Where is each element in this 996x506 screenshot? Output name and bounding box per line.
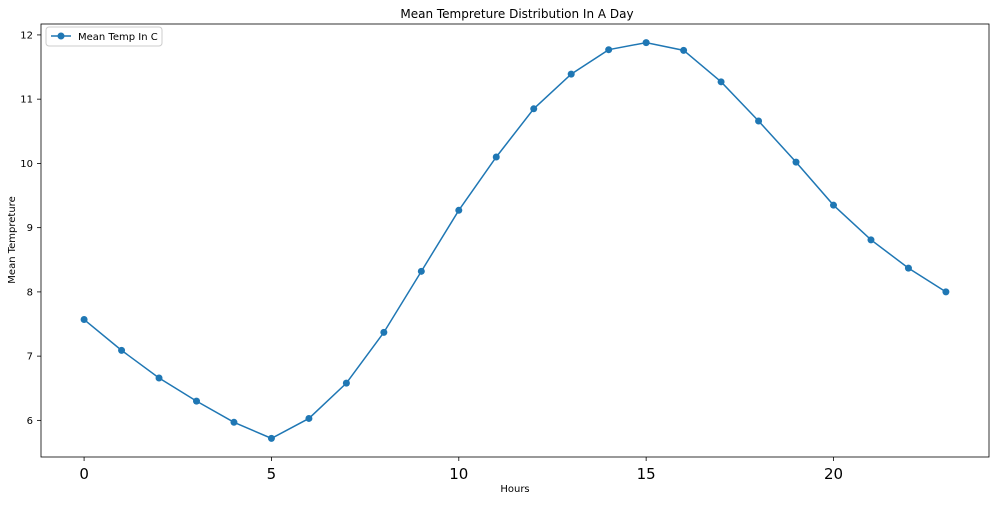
legend-label: Mean Temp In C xyxy=(78,32,158,43)
x-axis: 0 5 10 15 20 xyxy=(79,457,843,483)
x-axis-label: Hours xyxy=(500,484,529,495)
chart-title: Mean Tempreture Distribution In A Day xyxy=(400,7,633,21)
data-point xyxy=(455,206,463,214)
data-point xyxy=(605,46,613,54)
data-point xyxy=(680,46,688,54)
data-point xyxy=(904,264,912,272)
y-tick-label: 9 xyxy=(27,223,33,234)
data-point xyxy=(380,328,388,336)
legend-box xyxy=(45,26,163,47)
data-point xyxy=(530,105,538,113)
x-tick-label: 10 xyxy=(449,465,468,483)
data-point xyxy=(305,414,313,422)
legend-marker-sample xyxy=(57,32,65,40)
data-point xyxy=(342,379,350,387)
data-point xyxy=(717,78,725,86)
data-point xyxy=(267,434,275,442)
x-tick-label: 15 xyxy=(637,465,656,483)
data-point xyxy=(230,418,238,426)
y-tick-label: 7 xyxy=(27,352,33,363)
y-axis-label: Mean Tempreture xyxy=(7,196,18,283)
data-point xyxy=(829,201,837,209)
data-point xyxy=(155,374,163,382)
x-tick-label: 5 xyxy=(267,465,277,483)
data-point xyxy=(567,70,575,78)
data-point xyxy=(642,39,650,47)
y-tick-label: 8 xyxy=(27,287,33,298)
data-point xyxy=(942,288,950,296)
series-line xyxy=(83,41,947,440)
data-point xyxy=(792,158,800,166)
x-tick-label: 20 xyxy=(824,465,843,483)
y-tick-label: 11 xyxy=(20,95,33,106)
y-tick-label: 12 xyxy=(20,30,33,41)
data-point xyxy=(193,397,201,405)
data-point xyxy=(755,117,763,125)
series-layer xyxy=(80,39,950,442)
data-point xyxy=(417,267,425,275)
y-tick-label: 10 xyxy=(20,159,33,170)
data-point xyxy=(492,153,500,161)
data-point xyxy=(118,346,126,354)
legend: Mean Temp In C xyxy=(45,26,163,47)
data-point xyxy=(80,316,88,324)
y-tick-label: 6 xyxy=(27,416,33,427)
y-axis: 6 7 8 9 10 11 12 xyxy=(20,30,41,427)
x-tick-label: 0 xyxy=(79,465,89,483)
data-point xyxy=(867,236,875,244)
plot-area-frame xyxy=(40,23,990,458)
